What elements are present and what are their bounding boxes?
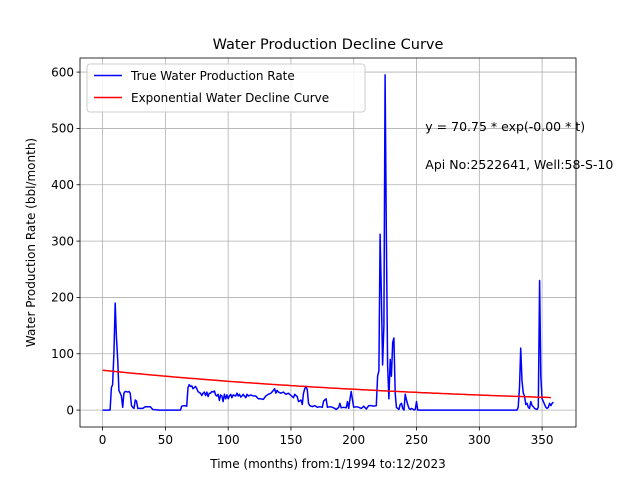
exponential-decline-curve-line [102,369,551,399]
x-axis-ticks: 0 50 100 150 200 250 300 350 [99,427,554,447]
y-tick-label: 300 [51,234,74,248]
x-tick-label: 200 [342,433,365,447]
x-tick-label: 50 [158,433,173,447]
y-tick-label: 200 [51,291,74,305]
x-gridlines [102,58,543,427]
legend: True Water Production Rate Exponential W… [86,63,366,113]
series-lines [102,74,554,411]
x-axis-label: Time (months) from:1/1994 to:12/2023 [209,457,446,471]
y-axis-label: Water Production Rate (bbl/month) [24,138,38,347]
equation-annotation: y = 70.75 * exp(-0.00 * t) [425,119,585,134]
legend-label-decline-curve: Exponential Water Decline Curve [131,91,329,105]
x-tick-label: 300 [468,433,491,447]
chart-title: Water Production Decline Curve [213,37,444,53]
x-tick-label: 150 [280,433,303,447]
y-tick-label: 600 [51,65,74,79]
x-tick-label: 0 [99,433,107,447]
y-tick-label: 400 [51,178,74,192]
well-annotation: Api No:2522641, Well:58-S-10 [425,157,613,172]
y-tick-label: 100 [51,347,74,361]
legend-label-true-rate: True Water Production Rate [130,69,295,83]
true-water-production-rate-line [102,74,554,411]
plot-area [80,58,576,427]
y-tick-label: 0 [66,403,74,417]
legend-box [86,63,366,113]
x-tick-label: 350 [531,433,554,447]
y-tick-label: 500 [51,122,74,136]
plot-frame [79,57,577,428]
y-axis-ticks: 0 100 200 300 400 500 600 [51,65,80,417]
x-tick-label: 250 [405,433,428,447]
x-tick-label: 100 [217,433,240,447]
